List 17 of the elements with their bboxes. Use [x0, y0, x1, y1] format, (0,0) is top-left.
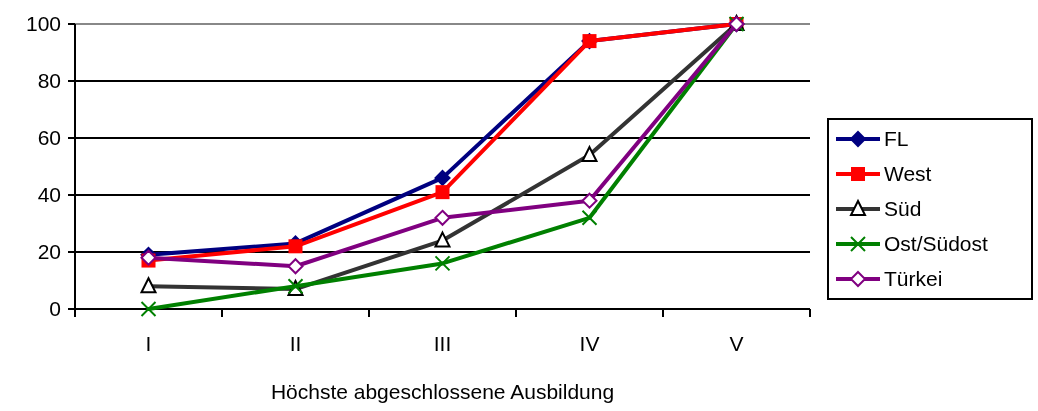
x-tick-label: I [145, 332, 152, 355]
y-tick-label: 80 [37, 69, 61, 93]
y-tick-label: 0 [49, 297, 61, 321]
legend-label: Ost/Südost [884, 232, 989, 256]
legend-label: Türkei [884, 267, 943, 291]
x-tick-label: IV [579, 332, 600, 355]
x-tick-label: II [289, 332, 302, 355]
x-tick-label: V [729, 332, 744, 355]
x-tick-label: III [433, 332, 452, 355]
y-tick-label: 60 [37, 126, 61, 150]
y-tick-label: 40 [37, 183, 61, 207]
legend-label: Süd [884, 197, 922, 221]
legend-label: West [884, 162, 932, 186]
y-tick-label: 20 [37, 240, 61, 264]
x-axis-title: Höchste abgeschlossene Ausbildung [270, 380, 615, 403]
legend-label: FL [884, 127, 909, 151]
y-tick-label: 100 [25, 12, 61, 36]
